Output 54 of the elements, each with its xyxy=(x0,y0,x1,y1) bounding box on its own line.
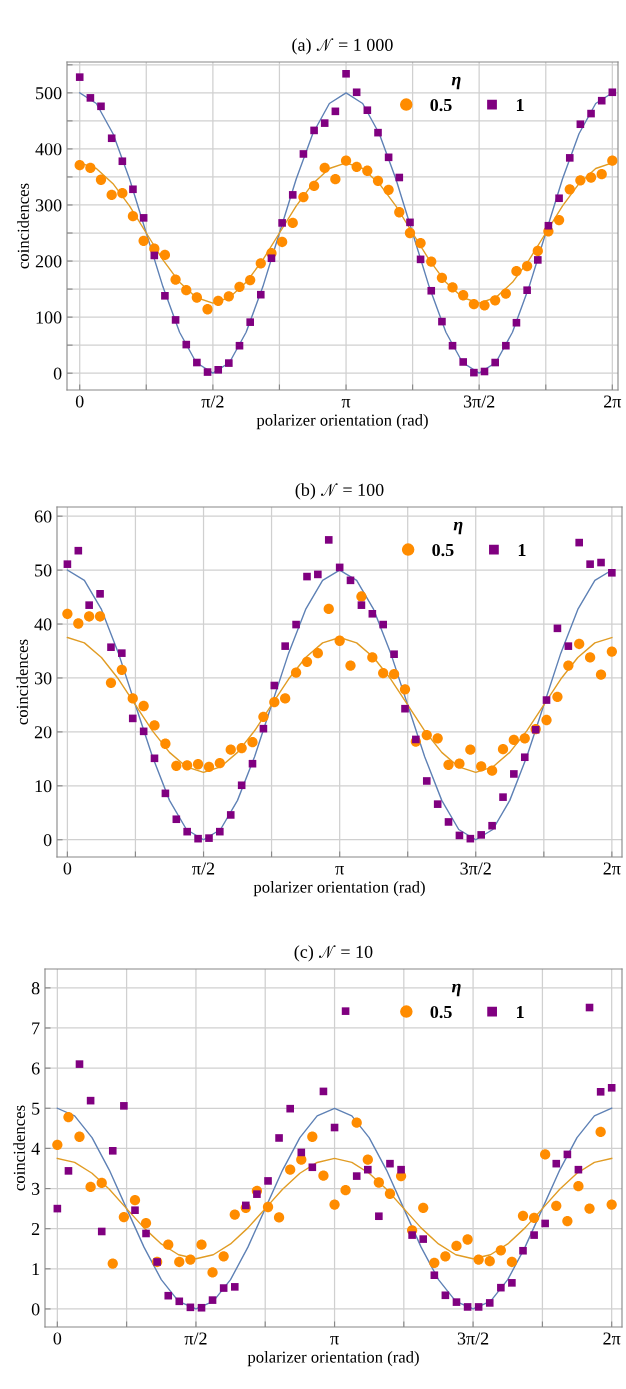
x-tick-label: π xyxy=(330,1336,339,1345)
y-tick-label: 400 xyxy=(35,143,62,156)
x-tick-label: π xyxy=(341,399,351,408)
x-tick-label: π/2 xyxy=(192,862,215,875)
y-tick-label: 30 xyxy=(34,672,52,685)
y-tick-label: 60 xyxy=(34,510,52,523)
x-tick-label: π/2 xyxy=(184,1332,207,1345)
chart-title: (a) 𝒩 = 1 000 xyxy=(292,38,393,55)
x-tick-label: 3π/2 xyxy=(460,862,491,875)
y-tick-label: 20 xyxy=(34,726,52,739)
y-tick-label: 1 xyxy=(32,1263,40,1276)
y-tick-label: 100 xyxy=(36,311,62,324)
legend-title: η xyxy=(451,983,461,997)
chart-title: (c) 𝒩 = 10 xyxy=(294,945,373,962)
y-tick-label: 0 xyxy=(43,834,52,847)
legend-label: 1 xyxy=(518,543,526,556)
x-tick-label: π xyxy=(335,866,344,875)
y-tick-label: 2 xyxy=(31,1222,40,1235)
y-tick-label: 3 xyxy=(31,1182,40,1195)
x-tick-label: π/2 xyxy=(201,395,224,408)
y-tick-label: 8 xyxy=(31,982,40,995)
y-tick-label: 0 xyxy=(53,367,62,380)
y-tick-label: 4 xyxy=(31,1142,40,1155)
y-tick-label: 5 xyxy=(32,1102,40,1115)
x-axis-title: polarizer orientation (rad) xyxy=(256,414,428,430)
y-tick-label: 40 xyxy=(34,618,52,631)
x-tick-label: 2π xyxy=(603,862,621,875)
y-tick-label: 10 xyxy=(35,780,52,793)
legend-title: η xyxy=(451,76,461,90)
legend-label: 0.5 xyxy=(432,543,454,557)
x-tick-label: 3π/2 xyxy=(457,1332,489,1345)
x-axis-title: polarizer orientation (rad) xyxy=(253,881,425,897)
chart-title: (b) 𝒩 = 100 xyxy=(295,483,384,500)
y-tick-label: 7 xyxy=(32,1022,40,1035)
x-tick-label: 2π xyxy=(603,1332,621,1345)
legend-title: η xyxy=(453,521,463,535)
y-axis-title: coincidences xyxy=(16,639,28,725)
y-tick-label: 0 xyxy=(31,1303,40,1316)
y-tick-label: 500 xyxy=(36,87,62,100)
x-tick-label: 3π/2 xyxy=(463,395,495,408)
y-axis-title: coincidences xyxy=(13,1105,25,1191)
y-tick-label: 50 xyxy=(35,564,52,577)
legend-label: 0.5 xyxy=(430,98,452,112)
x-tick-label: 2π xyxy=(604,395,622,408)
legend-label: 0.5 xyxy=(430,1005,452,1019)
x-axis-title: polarizer orientation (rad) xyxy=(247,1351,419,1367)
x-tick-label: 0 xyxy=(75,395,84,408)
y-tick-label: 6 xyxy=(31,1062,40,1075)
y-tick-label: 300 xyxy=(35,199,62,212)
x-tick-label: 0 xyxy=(63,862,72,875)
legend-label: 1 xyxy=(516,98,524,111)
legend-label: 1 xyxy=(517,1005,524,1018)
y-tick-label: 200 xyxy=(35,255,62,268)
y-axis-title: coincidences xyxy=(17,183,29,269)
